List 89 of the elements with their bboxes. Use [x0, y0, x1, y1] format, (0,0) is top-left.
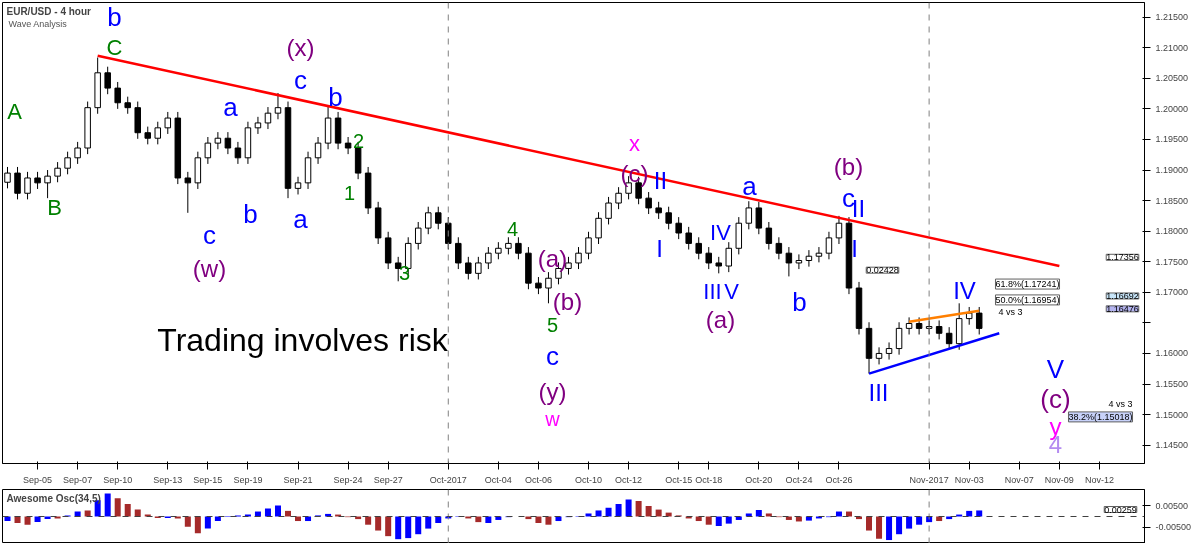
annotation: (x) [286, 33, 315, 61]
annotation: 1 [343, 181, 356, 204]
annotation: 0.00259 [1104, 504, 1137, 515]
annotation: IV [710, 220, 732, 245]
annotation: b [243, 198, 258, 229]
annotation: (y) [538, 377, 567, 405]
annotation: 61.8%(1.17241) [995, 279, 1060, 290]
x-tick-label: Sep-27 [373, 474, 403, 485]
y-tick-label: 1.18000 [1155, 226, 1189, 237]
x-tick-label: Oct-2017 [429, 474, 467, 485]
annotation: b [328, 81, 343, 112]
y-tick-label: 1.19000 [1155, 165, 1189, 176]
x-tick-label: Nov-2017 [909, 474, 949, 485]
annotation: 50.0%(1.16954) [995, 294, 1060, 305]
annotation: I [656, 234, 663, 262]
x-tick-label: Oct-10 [575, 474, 603, 485]
annotation: I [851, 234, 858, 262]
chart-title: Awesome Osc(34,5) [6, 492, 101, 504]
annotation: C [106, 34, 123, 60]
x-tick-label: Sep-07 [63, 474, 93, 485]
annotation: x [629, 130, 640, 156]
y-tick-label: 1.15000 [1155, 409, 1189, 420]
y-tick-label: 1.19500 [1155, 134, 1189, 145]
x-tick-label: Nov-12 [1084, 474, 1114, 485]
x-tick-label: Oct-24 [785, 474, 813, 485]
x-tick-label: Oct-04 [484, 474, 512, 485]
annotation: b [107, 2, 122, 33]
y-tick-label: 1.20500 [1155, 73, 1189, 84]
y-tick-label: 0.00500 [1155, 500, 1189, 511]
annotation: a [742, 170, 758, 201]
x-tick-label: Sep-19 [233, 474, 263, 485]
x-tick-label: Oct-26 [825, 474, 853, 485]
annotation: V [724, 279, 740, 305]
y-tick-label: 1.21000 [1155, 42, 1189, 53]
y-tick-label: -0.00500 [1155, 522, 1192, 533]
x-tick-label: Sep-21 [283, 474, 313, 485]
annotation: 1.16692 [1106, 290, 1139, 301]
annotation: (c) [1040, 384, 1071, 415]
chart-title: EUR/USD - 4 hour [6, 5, 92, 17]
annotation: (w) [192, 254, 227, 282]
annotation: 4 vs 3 [1108, 399, 1133, 410]
y-tick-label: 1.18500 [1155, 195, 1189, 206]
annotation: 1.16476 [1106, 303, 1139, 314]
annotation: b [792, 286, 807, 317]
x-tick-label: Nov-09 [1044, 474, 1074, 485]
x-tick-label: Oct-15 [665, 474, 693, 485]
y-tick-label: 1.15500 [1155, 379, 1189, 390]
annotation: a [223, 91, 239, 122]
x-tick-label: Nov-03 [954, 474, 984, 485]
annotation: A [7, 99, 23, 125]
x-tick-label: Sep-10 [103, 474, 133, 485]
x-tick-label: Oct-20 [745, 474, 773, 485]
x-tick-label: Sep-24 [333, 474, 363, 485]
annotation: Trading involves risk [157, 321, 449, 358]
x-tick-label: Sep-05 [23, 474, 53, 485]
text: Wave Analysis [8, 18, 68, 29]
y-tick-label: 1.17000 [1155, 287, 1189, 298]
annotation: (a) [705, 306, 736, 334]
annotation: 1.17356 [1106, 252, 1139, 263]
y-tick-label: 1.21500 [1155, 12, 1189, 23]
annotation: III [868, 378, 889, 406]
y-tick-label: 1.14500 [1155, 440, 1189, 451]
annotation: 2 [352, 130, 365, 153]
annotation: c [203, 220, 216, 251]
y-tick-label: 1.17500 [1155, 256, 1189, 267]
annotation: IV [953, 276, 976, 304]
x-tick-label: Sep-13 [153, 474, 183, 485]
annotation: B [47, 195, 62, 221]
x-tick-label: Oct-06 [524, 474, 552, 485]
annotation: w [544, 407, 561, 430]
y-tick-label: 1.16000 [1155, 348, 1189, 359]
x-tick-label: Oct-12 [615, 474, 643, 485]
annotation: c [546, 341, 559, 372]
annotation: 38.2%(1.15018) [1068, 411, 1133, 422]
annotation: (b) [833, 152, 864, 180]
x-tick-label: Nov-07 [1004, 474, 1034, 485]
annotation: a [293, 203, 309, 234]
x-tick-label: Sep-15 [193, 474, 223, 485]
x-tick-label: Oct-18 [695, 474, 723, 485]
annotation: (a) [537, 244, 568, 272]
annotation: V [1046, 354, 1065, 385]
annotation: 0.02428 [866, 265, 899, 276]
annotation: III [703, 279, 722, 305]
annotation: 4 vs 3 [998, 306, 1023, 317]
annotation: c [294, 64, 307, 95]
y-tick-label: 1.20000 [1155, 103, 1189, 114]
annotation: 3 [398, 262, 411, 285]
annotation: 4 [506, 217, 519, 240]
annotation: (b) [552, 288, 583, 316]
